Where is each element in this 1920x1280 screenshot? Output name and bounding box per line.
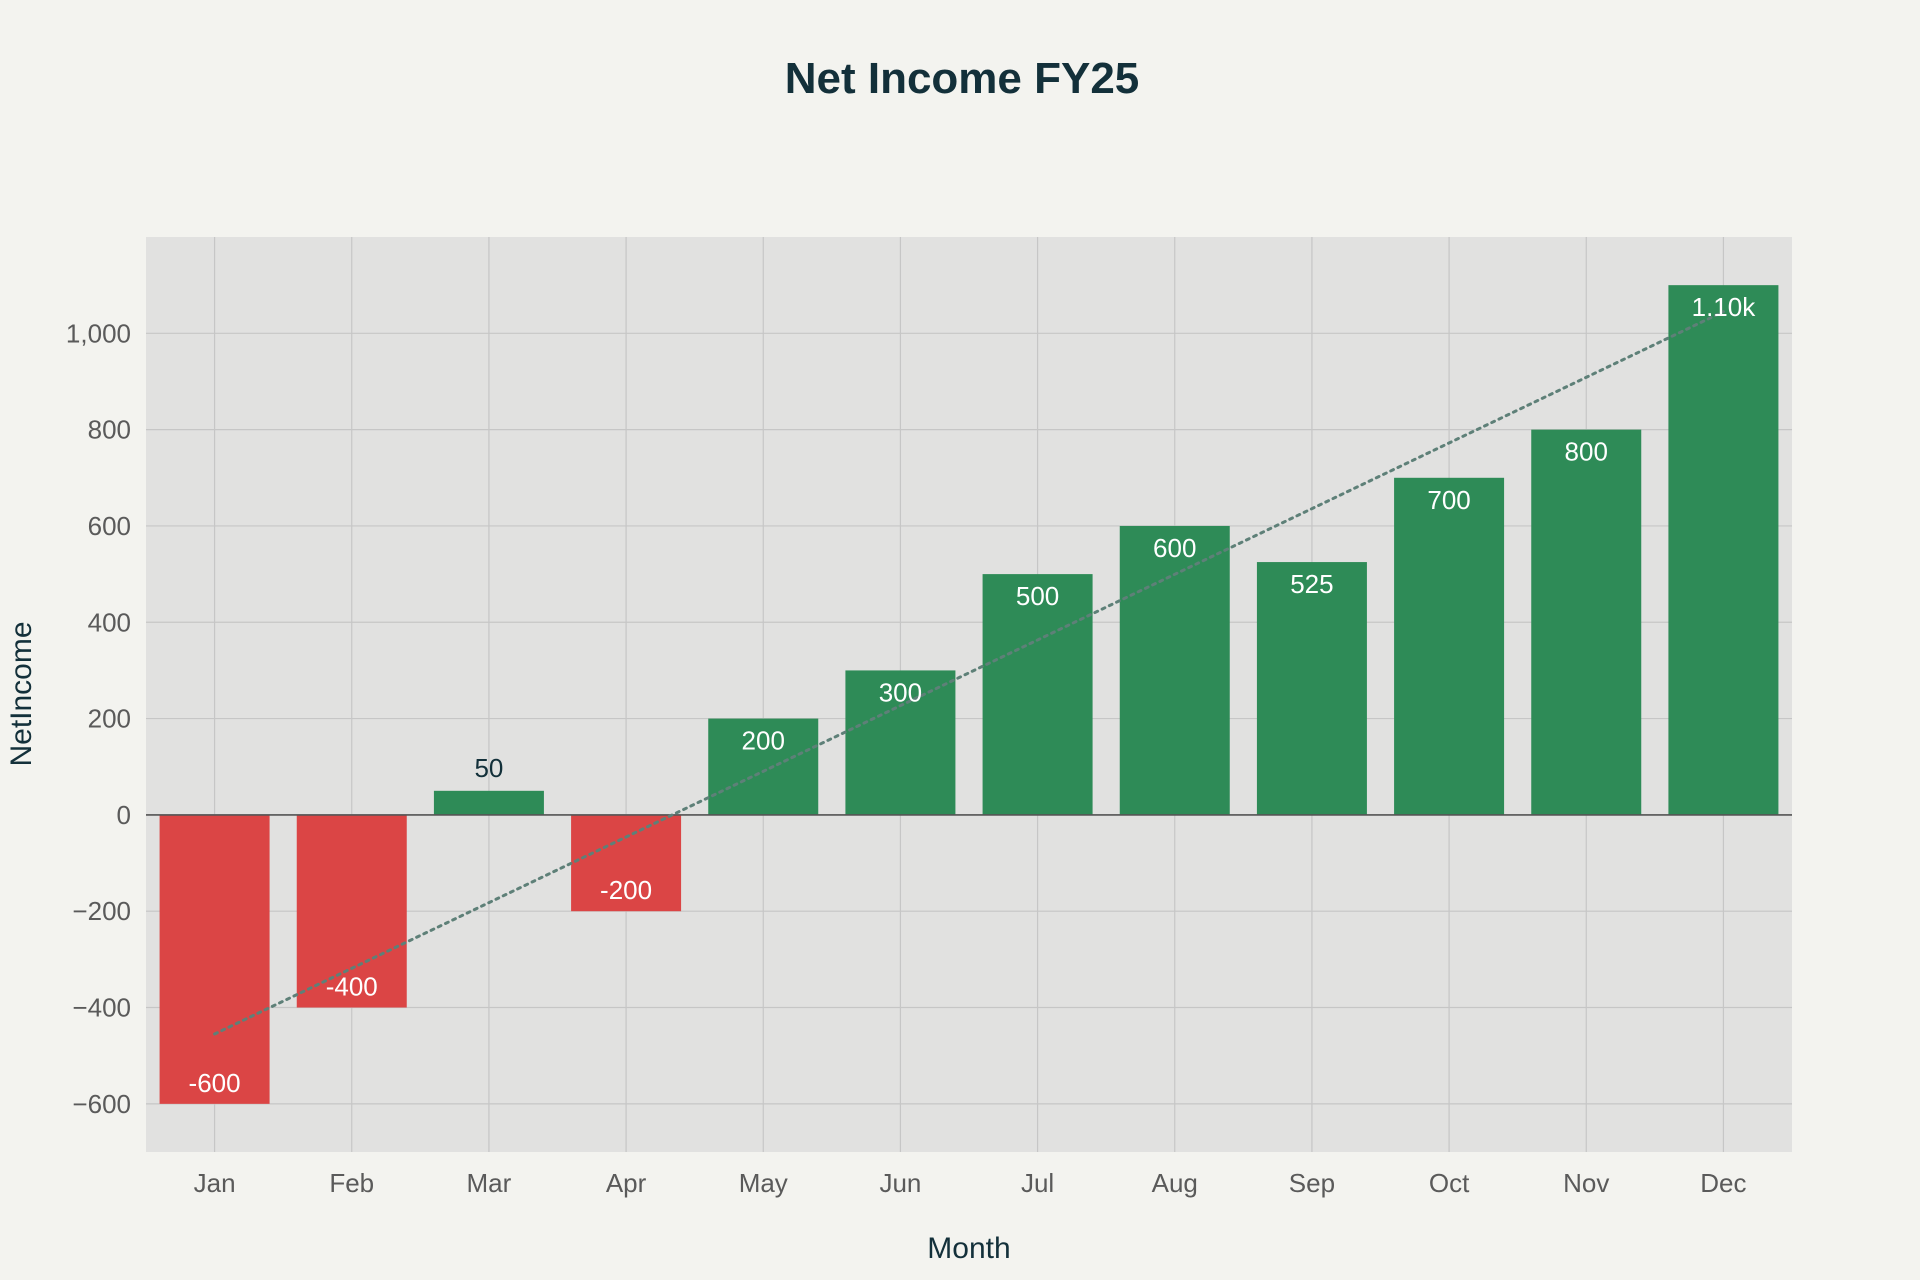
x-tick-label: Mar: [467, 1168, 512, 1198]
data-label-jul: 500: [1016, 581, 1059, 611]
data-label-oct: 700: [1427, 485, 1470, 515]
y-tick-label: 600: [88, 511, 131, 541]
x-tick-label: Jan: [194, 1168, 236, 1198]
data-label-aug: 600: [1153, 533, 1196, 563]
y-tick-label: 200: [88, 704, 131, 734]
data-label-feb: -400: [326, 972, 378, 1002]
data-labels: -600 -400 50 -200 200 300 500 600 525 700 800 1.10k: [189, 292, 1757, 1098]
y-tick-label: 800: [88, 415, 131, 445]
bar-may[interactable]: [708, 718, 819, 815]
bar-jul[interactable]: [982, 574, 1093, 815]
data-label-mar: 50: [474, 753, 503, 783]
x-tick-label: Jun: [879, 1168, 921, 1198]
bar-jun[interactable]: [845, 670, 956, 815]
bar-nov[interactable]: [1531, 429, 1642, 815]
x-axis-ticks: Jan Feb Mar Apr May Jun Jul Aug Sep Oct Nov Dec: [194, 1168, 1747, 1198]
x-axis-title: Month: [927, 1232, 1010, 1265]
x-tick-label: Feb: [329, 1168, 374, 1198]
y-tick-label: −400: [72, 993, 131, 1023]
y-tick-label: 400: [88, 607, 131, 637]
data-label-may: 200: [742, 726, 785, 756]
x-tick-label: Nov: [1563, 1168, 1609, 1198]
data-label-sep: 525: [1290, 569, 1333, 599]
y-tick-label: 1,000: [66, 318, 131, 348]
data-label-dec: 1.10k: [1692, 292, 1757, 322]
y-axis-title: NetIncome: [5, 621, 38, 766]
x-tick-label: May: [739, 1168, 788, 1198]
y-tick-label: 0: [117, 800, 131, 830]
bar-feb[interactable]: [296, 814, 407, 1008]
x-tick-label: Sep: [1289, 1168, 1335, 1198]
x-tick-label: Aug: [1152, 1168, 1198, 1198]
x-tick-label: Oct: [1429, 1168, 1470, 1198]
bar-sep[interactable]: [1256, 562, 1367, 815]
data-label-apr: -200: [600, 875, 652, 905]
data-label-jun: 300: [879, 677, 922, 707]
data-label-jan: -600: [189, 1068, 241, 1098]
bar-aug[interactable]: [1119, 525, 1230, 815]
bar-dec[interactable]: [1668, 285, 1779, 815]
trend-line: [213, 310, 1725, 1036]
bar-oct[interactable]: [1394, 477, 1505, 815]
x-tick-label: Apr: [606, 1168, 647, 1198]
bar-jan[interactable]: [159, 814, 270, 1104]
y-tick-label: −200: [72, 896, 131, 926]
chart-title: Net Income FY25: [785, 54, 1140, 103]
bar-apr[interactable]: [571, 814, 682, 912]
bars: [159, 285, 1779, 1104]
y-axis-ticks: −600 −400 −200 0 200 400 600 800 1,000: [66, 318, 131, 1119]
plot-area: [146, 237, 1792, 1152]
y-tick-label: −600: [72, 1089, 131, 1119]
bar-mar[interactable]: [433, 790, 544, 815]
x-tick-label: Dec: [1700, 1168, 1746, 1198]
x-tick-label: Jul: [1021, 1168, 1054, 1198]
data-label-nov: 800: [1565, 437, 1608, 467]
